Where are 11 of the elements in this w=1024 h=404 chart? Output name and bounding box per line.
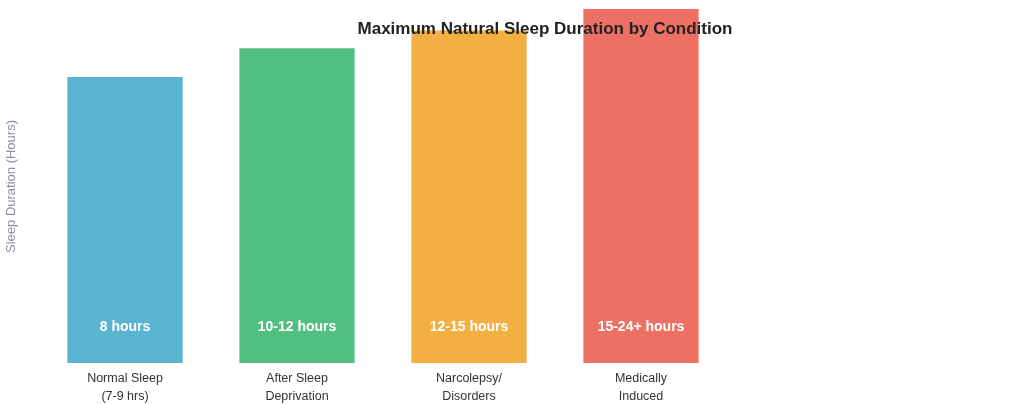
x-tick-label: Narcolepsy/Disorders bbox=[436, 370, 503, 403]
x-tick-label: Normal Sleep (7-9 hrs) bbox=[87, 370, 163, 403]
x-tick-label: After Sleep Deprivation bbox=[265, 370, 329, 403]
data-label: 10-12 hours bbox=[257, 318, 337, 334]
y-axis-title: Sleep Duration (Hours) bbox=[2, 120, 18, 253]
data-label: 8 hours bbox=[99, 318, 151, 334]
x-tick-label: Medically Induced bbox=[614, 370, 668, 403]
data-label: 15-24+ hours bbox=[597, 318, 685, 334]
bar bbox=[67, 76, 183, 363]
data-label: 12-15 hours bbox=[429, 318, 509, 334]
bar bbox=[239, 48, 355, 363]
